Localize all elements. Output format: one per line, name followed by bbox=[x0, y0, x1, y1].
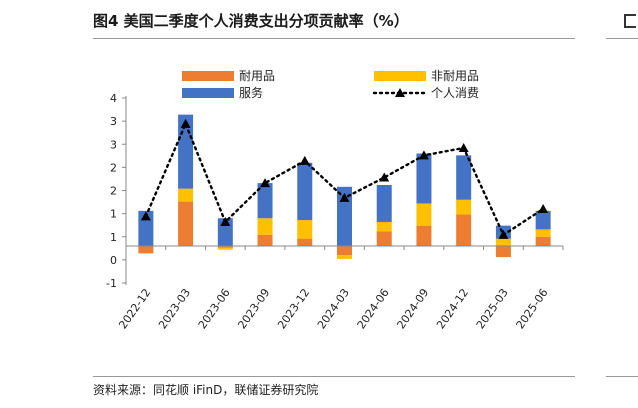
legend-marker bbox=[395, 88, 405, 97]
x-tick-label: 2023-09 bbox=[235, 286, 272, 331]
bar-durable bbox=[495, 246, 511, 258]
y-tick-label: 3 bbox=[110, 138, 117, 151]
bar-nondurable bbox=[257, 218, 273, 235]
x-tick-label: 2025-06 bbox=[514, 286, 551, 331]
bottom-rule bbox=[93, 376, 575, 377]
bar-services bbox=[456, 155, 472, 200]
y-tick-label: -1 bbox=[106, 277, 117, 290]
edge-mark bbox=[624, 14, 636, 28]
axes bbox=[125, 96, 564, 285]
y-tick-label: 0 bbox=[110, 254, 117, 267]
bar-durable bbox=[337, 246, 352, 256]
consumption-marker bbox=[498, 229, 509, 239]
bar-services bbox=[376, 184, 392, 222]
edge-bottom-rule bbox=[606, 376, 638, 377]
bar-nondurable bbox=[376, 221, 392, 232]
consumption-line bbox=[140, 118, 549, 239]
consumption-marker bbox=[538, 204, 549, 213]
bar-durable bbox=[535, 236, 551, 246]
y-tick-label: 1 bbox=[110, 208, 117, 221]
consumption-marker bbox=[379, 172, 390, 182]
figure-title: 图4 美国二季度个人消费支出分项贡献率（%） bbox=[93, 12, 409, 30]
x-tick-label: 2023-12 bbox=[275, 286, 312, 331]
bars bbox=[138, 114, 551, 259]
bar-durable bbox=[456, 214, 472, 246]
legend-label: 服务 bbox=[239, 85, 263, 100]
y-tick-label: 1 bbox=[110, 231, 117, 244]
bar-nondurable bbox=[178, 188, 194, 202]
consumption-marker bbox=[140, 211, 151, 221]
bar-durable bbox=[138, 246, 154, 254]
bar-durable bbox=[297, 238, 313, 246]
x-tick-label: 2024-06 bbox=[355, 286, 392, 331]
consumption-marker bbox=[180, 118, 191, 128]
bar-services bbox=[535, 210, 551, 230]
x-tick-label: 2024-09 bbox=[394, 286, 431, 331]
consumption-marker bbox=[260, 178, 271, 188]
bar-durable bbox=[257, 234, 273, 246]
y-axis-ticks: 4 3 3 2 2 1 1 0 -1 bbox=[106, 92, 126, 290]
y-tick-label: 2 bbox=[110, 161, 117, 174]
x-tick-label: 2025-03 bbox=[474, 286, 511, 331]
y-tick-label: 3 bbox=[110, 115, 117, 128]
x-tick-label: 2024-03 bbox=[315, 286, 352, 331]
legend-swatch bbox=[182, 71, 234, 81]
consumption-marker bbox=[418, 150, 429, 160]
bar-durable bbox=[416, 225, 432, 246]
x-tick-label: 2022-12 bbox=[116, 286, 153, 331]
consumption-marker bbox=[220, 216, 231, 226]
y-tick-label: 2 bbox=[110, 185, 117, 198]
bar-nondurable bbox=[217, 247, 233, 250]
consumption-marker bbox=[339, 192, 350, 202]
bar-nondurable bbox=[456, 199, 472, 215]
bar-nondurable bbox=[416, 203, 432, 226]
legend-swatch bbox=[182, 88, 234, 98]
bar-services bbox=[416, 153, 432, 204]
bar-services bbox=[297, 162, 313, 221]
bar-services bbox=[257, 183, 273, 219]
legend-swatch bbox=[374, 71, 426, 81]
legend-label: 非耐用品 bbox=[431, 69, 479, 83]
x-tick-label: 2023-06 bbox=[196, 286, 233, 331]
bar-nondurable bbox=[535, 229, 551, 237]
y-tick-label: 4 bbox=[110, 92, 117, 105]
x-tick-label: 2023-03 bbox=[156, 286, 193, 331]
legend-label: 耐用品 bbox=[239, 69, 275, 83]
bar-nondurable bbox=[297, 220, 313, 239]
consumption-marker bbox=[458, 142, 469, 152]
consumption-marker bbox=[299, 155, 310, 165]
legend-label: 个人消费 bbox=[431, 86, 479, 100]
x-tick-label: 2024-12 bbox=[434, 286, 471, 331]
x-axis-ticks: 2022-12 2023-03 2023-06 2023-09 2023-12 2024-… bbox=[116, 286, 550, 331]
bar-nondurable bbox=[337, 255, 352, 259]
bar-nondurable bbox=[495, 238, 511, 246]
bar-durable bbox=[178, 201, 194, 246]
source-note: 资料来源：同花顺 iFinD，联储证券研究院 bbox=[93, 383, 319, 397]
bar-durable bbox=[217, 246, 233, 248]
edge-rule bbox=[606, 38, 638, 39]
bar-durable bbox=[376, 231, 392, 246]
title-rule bbox=[93, 38, 575, 39]
